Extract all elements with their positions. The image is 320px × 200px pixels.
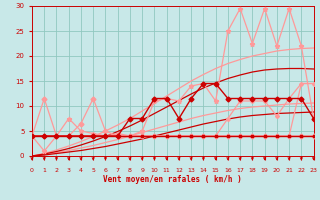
X-axis label: Vent moyen/en rafales ( km/h ): Vent moyen/en rafales ( km/h ) bbox=[103, 175, 242, 184]
